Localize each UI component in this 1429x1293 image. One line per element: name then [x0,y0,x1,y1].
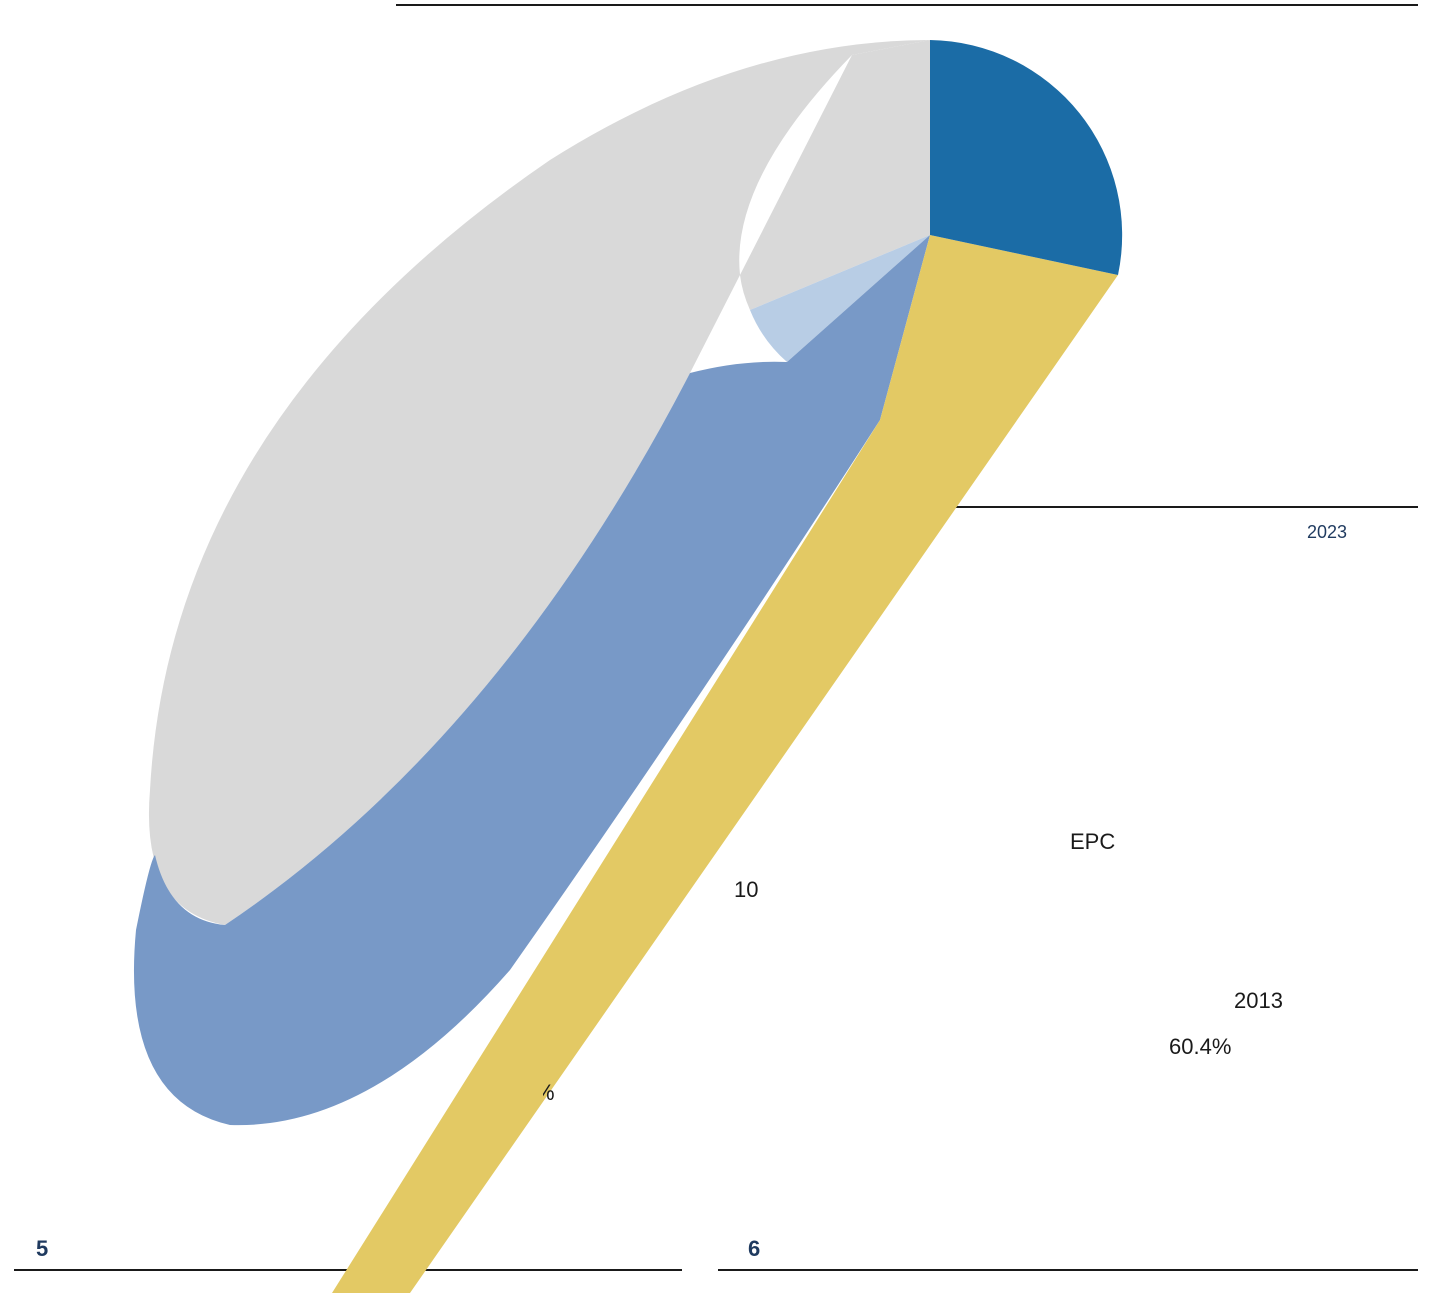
mid-rule [955,506,1418,508]
top-rule [396,4,1418,6]
slice-yellow [332,235,1118,1293]
panel-number-left: 5 [36,1236,49,1261]
slice-grey-inner [740,40,930,310]
partial-percent-sign: % [535,1080,555,1105]
slice-mid-blue [133,235,930,1126]
year-label-2013: 2013 [1234,988,1283,1013]
slice-grey [148,40,930,925]
panel-number-right: 6 [748,1236,761,1261]
year-label-2023: 2023 [1307,522,1348,542]
bottom-right-rule [718,1269,1418,1271]
slice-dark-blue [930,40,1123,275]
percent-label: 60.4% [1169,1034,1232,1059]
epc-label: EPC [1070,829,1116,854]
slice-light-blue [750,235,930,362]
number-10-label: 10 [734,877,759,902]
